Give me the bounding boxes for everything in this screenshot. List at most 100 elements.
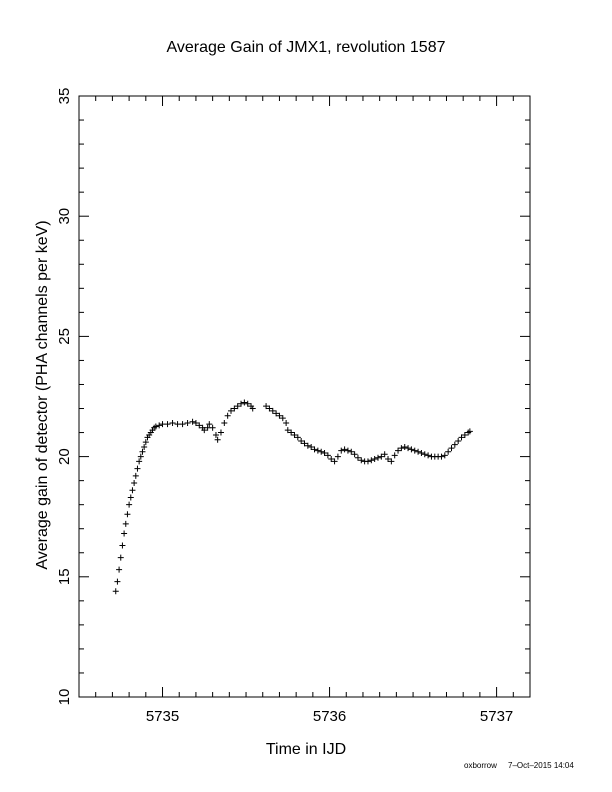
footer-timestamp: 7–Oct–2015 14:04 [508,761,574,770]
data-point [122,520,129,527]
data-point [395,447,402,454]
data-point [378,453,385,460]
data-point [124,511,131,518]
data-point [441,452,448,459]
data-point [121,530,128,537]
data-point [411,447,418,454]
data-point [241,399,248,406]
data-point [466,428,473,435]
x-tick-label: 5736 [313,708,346,725]
data-point [174,421,181,428]
data-point [152,423,159,430]
axis-ticks [78,95,531,698]
data-point [425,452,432,459]
x-tick-label: 5737 [480,708,513,725]
data-point [288,429,295,436]
data-point [283,419,290,426]
footer-user: oxborrow [464,761,497,770]
data-point [421,451,428,458]
data-point [189,418,196,425]
data-point [217,429,224,436]
data-point [137,453,144,460]
data-point [132,472,139,479]
data-point [398,445,405,452]
data-point [291,431,298,438]
data-point [214,436,221,443]
y-tick-label: 30 [56,208,73,225]
data-point [311,446,318,453]
data-point [206,421,213,428]
data-point [301,440,308,447]
data-point [127,494,134,501]
data-point [169,419,176,426]
data-point [338,447,345,454]
data-point [184,419,191,426]
data-point [276,412,283,419]
data-point [114,578,121,585]
data-point [358,457,365,464]
data-point [458,434,465,441]
data-point [368,457,375,464]
data-point [142,439,149,446]
data-point [156,422,163,429]
data-point [269,407,276,414]
data-point [192,419,199,426]
data-point [331,458,338,465]
data-point [334,453,341,460]
data-point [304,442,311,449]
data-point [415,448,422,455]
data-point [196,422,203,429]
data-point [351,451,358,458]
y-tick-label: 35 [56,88,73,105]
data-point [438,453,445,460]
data-point [201,427,208,434]
data-point [279,415,286,422]
data-point [266,405,273,412]
plot-frame [78,95,531,698]
data-point [308,443,315,450]
data-point [249,405,256,412]
data-point [318,448,325,455]
data-point [448,445,455,452]
data-point [204,424,211,431]
data-point [294,434,301,441]
y-tick-label: 10 [56,689,73,706]
x-tick-label: 5735 [146,708,179,725]
data-point [341,446,348,453]
data-point [451,441,458,448]
data-point [136,458,143,465]
y-tick-label: 25 [56,328,73,345]
data-point [354,454,361,461]
data-point [228,407,235,414]
data-point [408,446,415,453]
data-point [234,403,241,410]
data-point [164,421,171,428]
x-axis-label: Time in IJD [266,741,346,758]
data-point [238,400,245,407]
data-point [126,501,133,508]
data-point [273,410,280,417]
data-point [461,431,468,438]
data-point [391,452,398,459]
data-point [221,419,228,426]
data-point [209,424,216,431]
chart-title: Average Gain of JMX1, revolution 1587 [167,39,446,56]
data-point [131,480,138,487]
data-point [134,465,141,472]
data-point [129,487,136,494]
data-point [388,458,395,465]
data-point [381,451,388,458]
data-point [224,412,231,419]
data-point [179,421,186,428]
data-point [112,588,119,595]
data-point [159,421,166,428]
data-point [263,403,270,410]
data-point [364,458,371,465]
axis-tick-labels: 5735 5736 5737 10 15 20 25 30 35 [56,88,513,725]
data-point [119,542,126,549]
data-point [405,445,412,452]
y-tick-label: 15 [56,568,73,585]
data-point [116,566,123,573]
data-point [321,449,328,456]
